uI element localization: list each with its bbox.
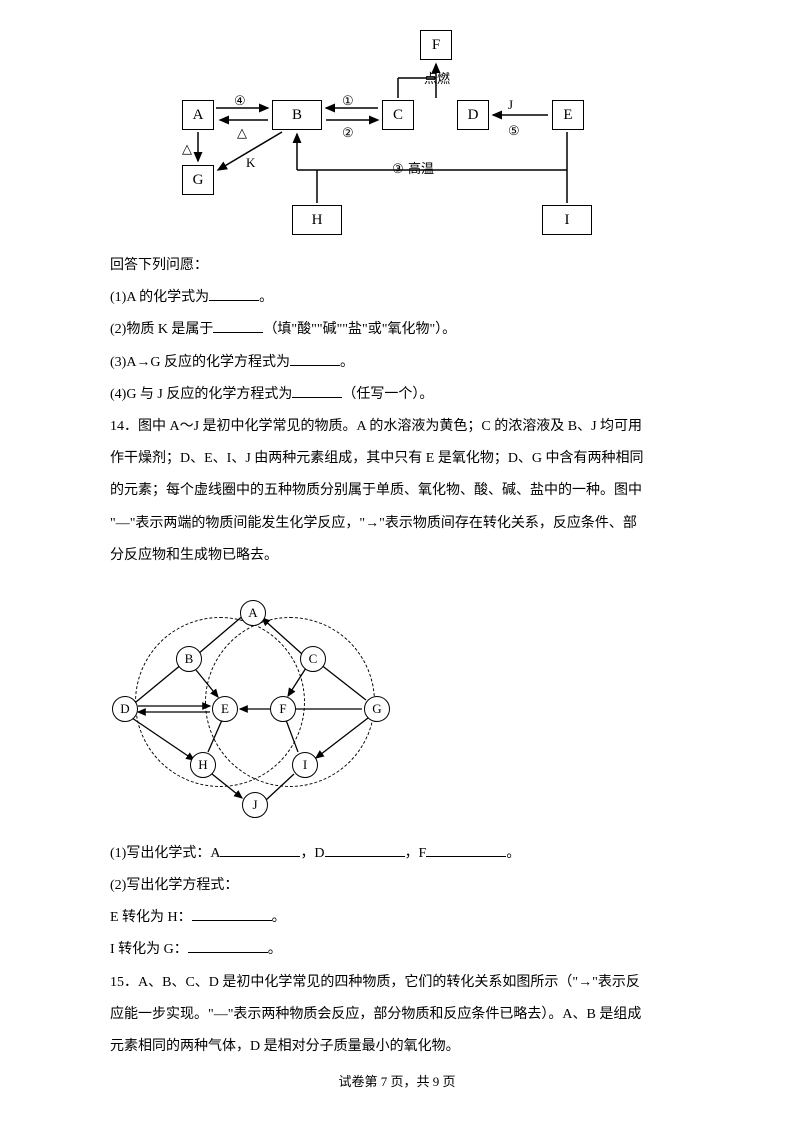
p14-line-b: 作干燥剂；D、E、I、J 由两种元素组成，其中只有 E 是氧化物；D、G 中含有…: [110, 443, 684, 475]
q13-1: (1)A 的化学式为 。: [110, 282, 684, 314]
q14-2b: I 转化为 G： 。: [110, 934, 684, 966]
d2-D: D: [112, 696, 138, 722]
q14-1: (1)写出化学式：A ，D ，F 。: [110, 838, 684, 870]
q14-1-mid1: ，D: [300, 846, 324, 861]
blank: [426, 843, 506, 857]
q2-pre: (2)物质 K 是属于: [110, 322, 213, 337]
d2-G: G: [364, 696, 390, 722]
q14-2b-post: 。: [268, 942, 282, 957]
label-hitemp: 高温: [408, 154, 434, 184]
q13-4: (4)G 与 J 反应的化学方程式为 （任写一个）。: [110, 379, 684, 411]
q4-pre: (4)G 与 J 反应的化学方程式为: [110, 387, 292, 402]
d2-A: A: [240, 600, 266, 626]
diagram-2: A B C D E F G H I J: [110, 582, 400, 832]
p14-line-a: 14．图中 A～J 是初中化学常见的物质。A 的水溶液为黄色；C 的浓溶液及 B…: [110, 411, 684, 443]
d2-B: B: [176, 646, 202, 672]
page-footer: 试卷第 7 页，共 9 页: [0, 1067, 794, 1097]
label-delta-1: △: [237, 118, 247, 148]
p15-line-a: 15．A、B、C、D 是初中化学常见的四种物质，它们的转化关系如图所示（"→"表…: [110, 967, 684, 999]
blank: [292, 384, 342, 398]
q14-1-pre: (1)写出化学式：A: [110, 846, 220, 861]
label-5: ⑤: [508, 116, 520, 146]
label-K: K: [246, 148, 255, 178]
d2-J: J: [242, 792, 268, 818]
q14-2: (2)写出化学方程式：: [110, 870, 684, 902]
q3-pre: (3)A→G 反应的化学方程式为: [110, 355, 290, 370]
q13-2: (2)物质 K 是属于 （填"酸""碱""盐"或"氧化物"）。: [110, 314, 684, 346]
blank: [325, 843, 405, 857]
label-4: ④: [234, 86, 246, 116]
blank: [213, 319, 263, 333]
blank: [290, 352, 340, 366]
q1-pre: (1)A 的化学式为: [110, 290, 209, 305]
d2-E: E: [212, 696, 238, 722]
d2-C: C: [300, 646, 326, 672]
q14-2a-pre: E 转化为 H：: [110, 910, 192, 925]
q3-post: 。: [340, 355, 354, 370]
label-delta-2: △: [182, 134, 192, 164]
q2-post: （填"酸""碱""盐"或"氧化物"）。: [263, 322, 456, 337]
q14-2a-post: 。: [272, 910, 286, 925]
blank: [209, 287, 259, 301]
p15-line-c: 元素相同的两种气体，D 是相对分子质量最小的氧化物。: [110, 1031, 684, 1063]
answer-intro: 回答下列问愿：: [110, 250, 684, 282]
q14-1-post: 。: [506, 846, 520, 861]
p14-line-d: "—"表示两端的物质间能发生化学反应，"→"表示物质间存在转化关系，反应条件、部: [110, 508, 684, 540]
q14-1-mid2: ，F: [405, 846, 427, 861]
q1-post: 。: [259, 290, 273, 305]
p14-line-c: 的元素；每个虚线圈中的五种物质分别属于单质、氧化物、酸、碱、盐中的一种。图中: [110, 475, 684, 507]
blank: [220, 843, 300, 857]
label-ignite: 点燃: [424, 64, 450, 94]
q14-2b-pre: I 转化为 G：: [110, 942, 188, 957]
d2-I: I: [292, 752, 318, 778]
q4-post: （任写一个）。: [342, 387, 433, 402]
blank: [188, 939, 268, 953]
diagram-1: F A B C D E G H I: [182, 30, 612, 240]
q13-3: (3)A→G 反应的化学方程式为 。: [110, 347, 684, 379]
blank: [192, 907, 272, 921]
p14-line-e: 分反应物和生成物已略去。: [110, 540, 684, 572]
p15-line-b: 应能一步实现。"—"表示两种物质会反应，部分物质和反应条件已略去）。A、B 是组…: [110, 999, 684, 1031]
label-3: ③: [392, 154, 404, 184]
q14-2a: E 转化为 H： 。: [110, 902, 684, 934]
d2-F: F: [270, 696, 296, 722]
label-2: ②: [342, 118, 354, 148]
d2-H: H: [190, 752, 216, 778]
label-1: ①: [342, 86, 354, 116]
